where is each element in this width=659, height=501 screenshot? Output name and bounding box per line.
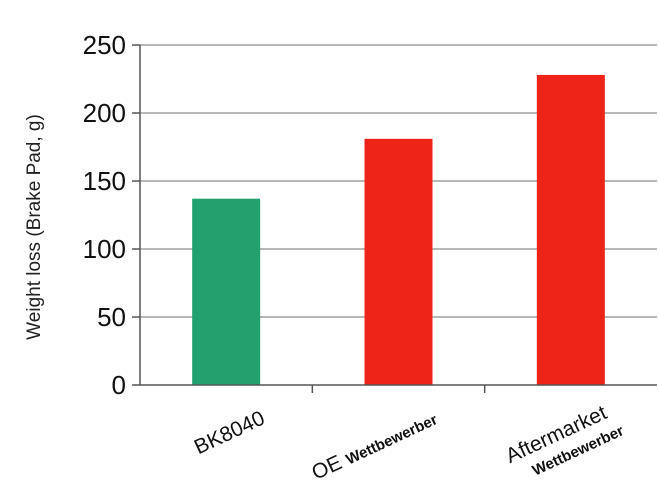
category-sub: Wettbewerber xyxy=(343,411,440,468)
y-tick-label: 50 xyxy=(97,302,126,332)
bar-2 xyxy=(536,74,605,386)
y-tick-label: 100 xyxy=(83,234,126,264)
y-axis-title: Weight loss (Brake Pad, g) xyxy=(24,114,45,340)
y-tick-label: 150 xyxy=(83,166,126,196)
category-main: OE xyxy=(308,451,345,485)
bar-1 xyxy=(364,138,433,385)
y-tick-label: 200 xyxy=(83,98,126,128)
category-main: BK8040 xyxy=(191,407,268,459)
bar-0 xyxy=(192,198,261,385)
bars xyxy=(192,74,605,386)
category-label-1: OEWettbewerber xyxy=(308,407,440,485)
y-tick-label: 250 xyxy=(83,30,126,60)
category-label-0: BK8040 xyxy=(191,407,268,459)
y-tick-label: 0 xyxy=(112,370,126,400)
x-category-labels: BK8040 OEWettbewerber AftermarketWettbewer… xyxy=(191,401,627,485)
category-label-text: OEWettbewerber xyxy=(308,407,440,485)
y-tick-labels: 0 50 100 150 200 250 xyxy=(83,30,126,400)
axes xyxy=(132,44,657,393)
